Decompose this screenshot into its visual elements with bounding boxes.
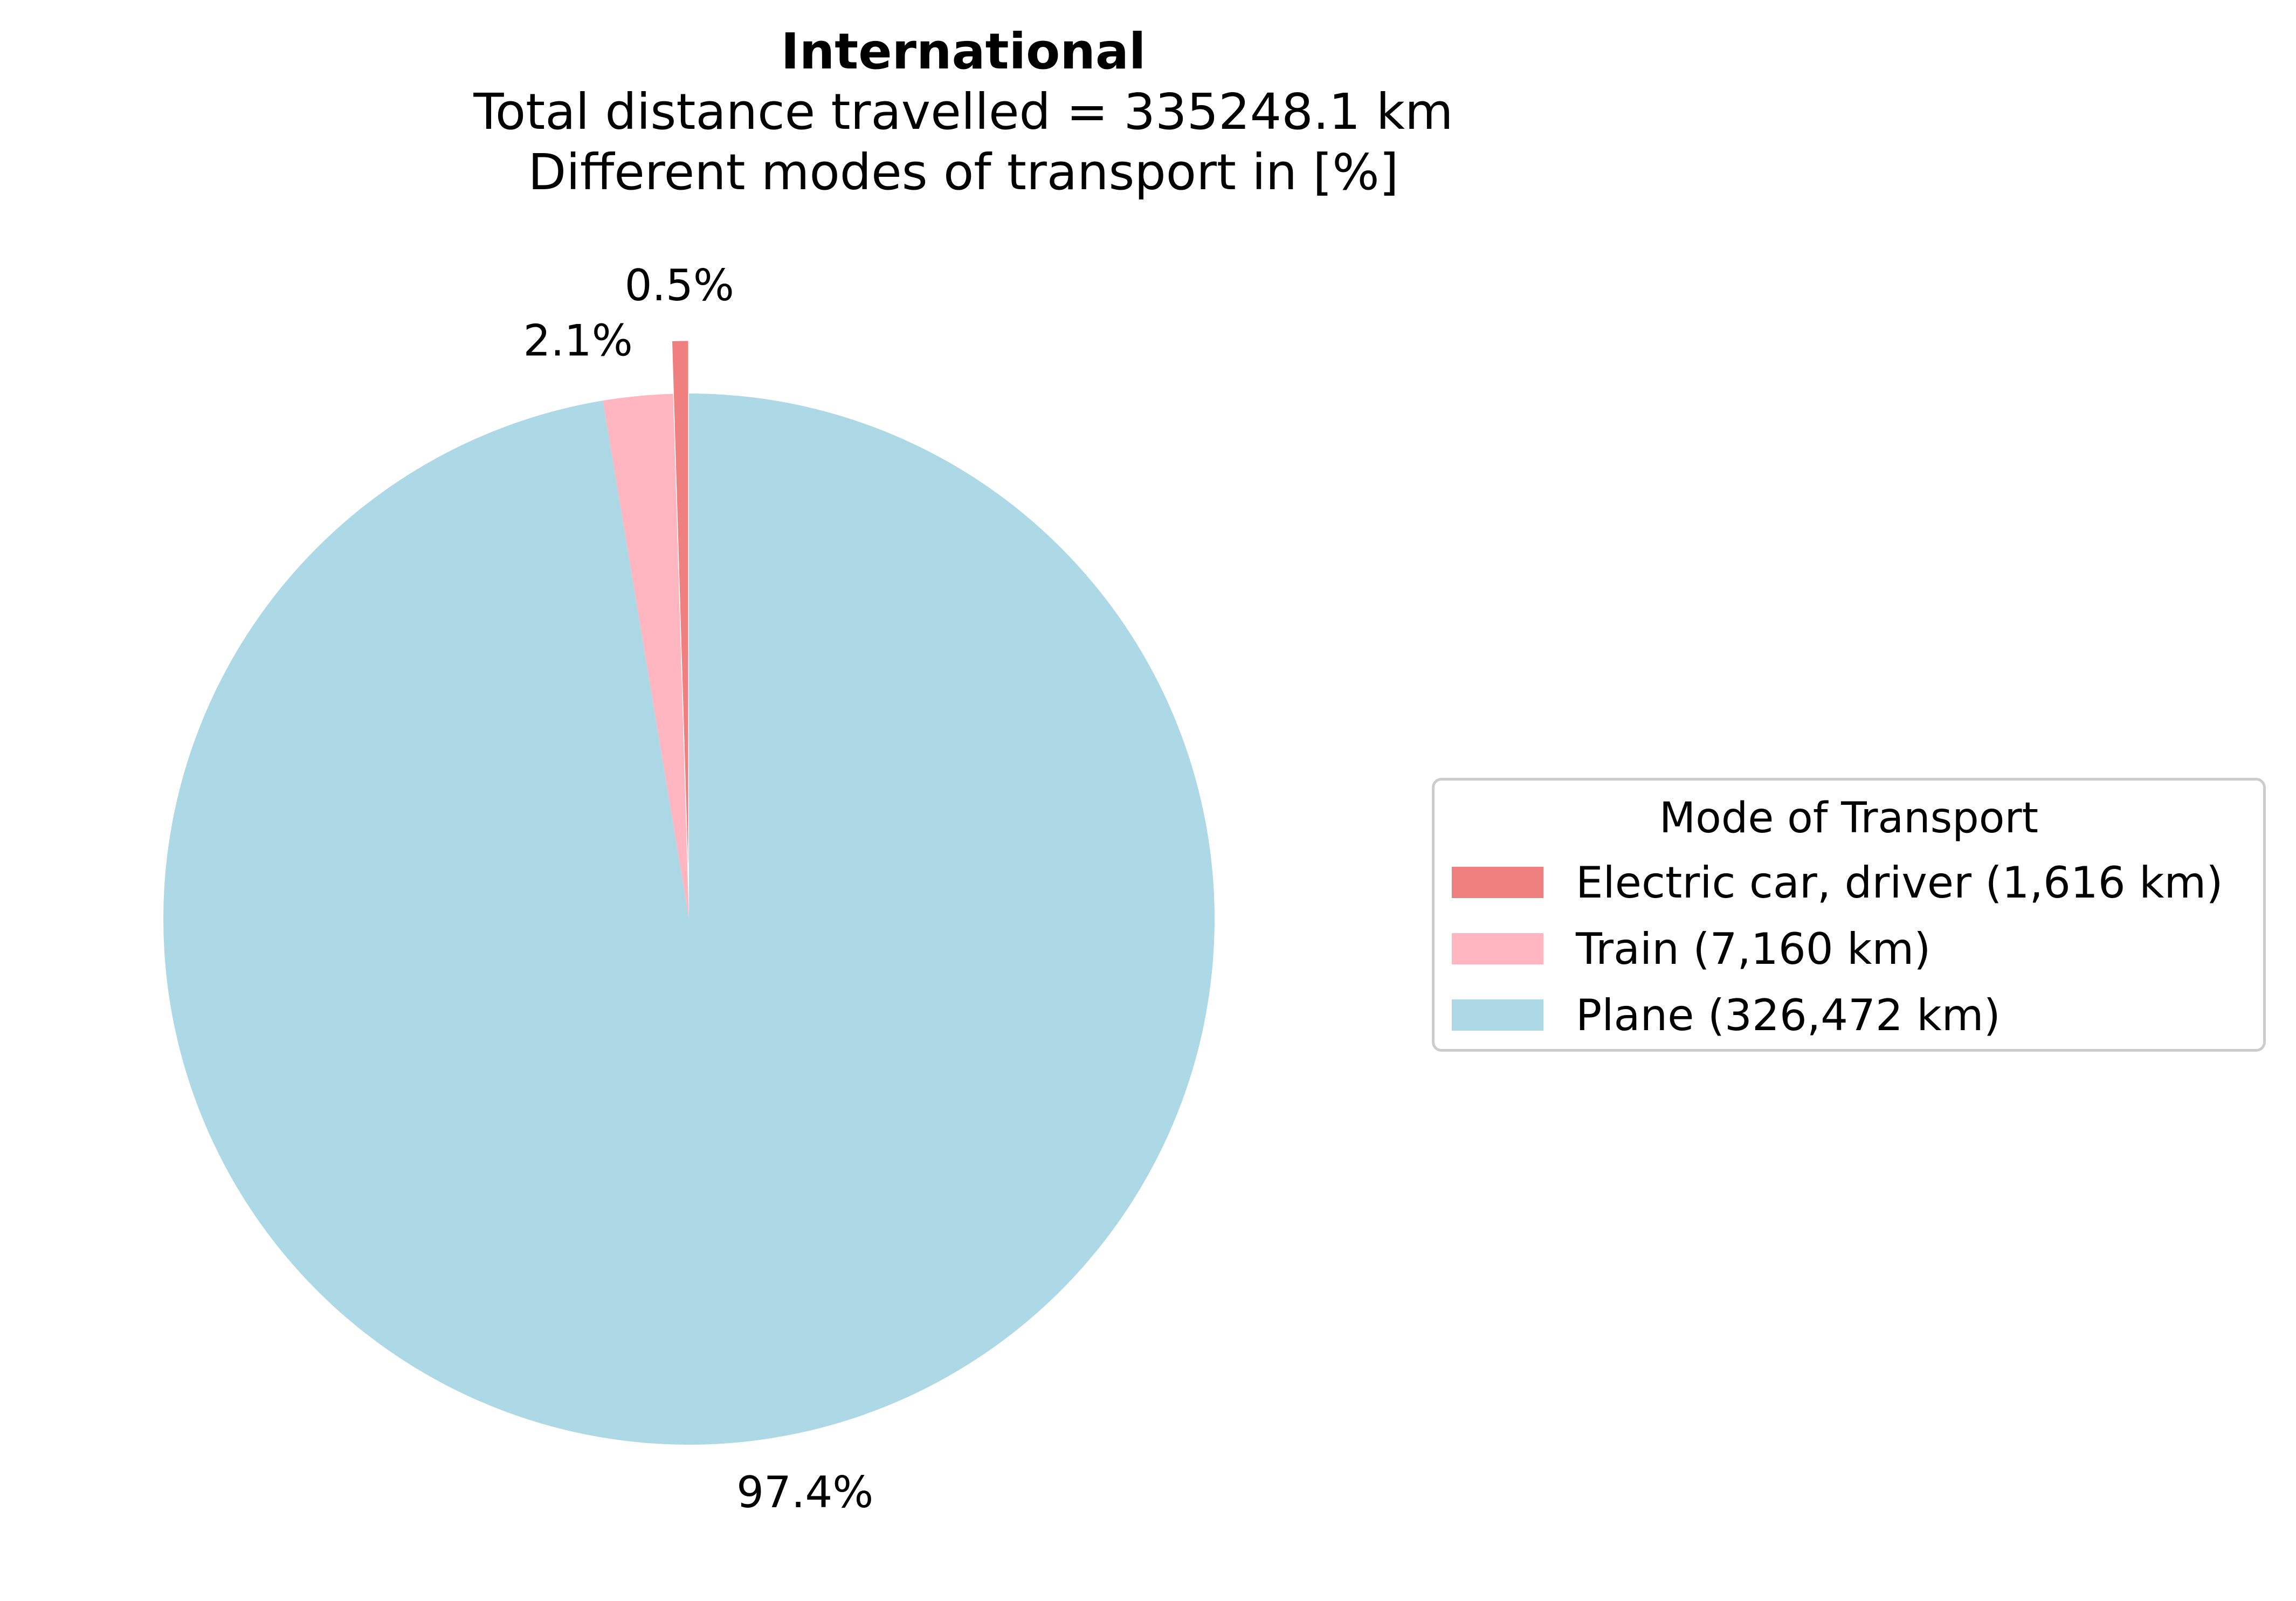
percent-label-train: 2.1%: [523, 316, 632, 366]
pie-slice-train: [603, 394, 689, 919]
chart-subtitle-line-2: Different modes of transport in [%]: [528, 143, 1399, 201]
percent-label-electric-car-driver: 0.5%: [625, 260, 734, 310]
legend-item-electric-car: Electric car, driver (1,616 km): [1435, 856, 2263, 922]
legend-swatch-train: [1452, 933, 1543, 964]
legend: Mode of Transport Electric car, driver (…: [1432, 778, 2266, 1052]
legend-swatch-electric-car: [1452, 867, 1543, 898]
chart-subtitle-line-1: Total distance travelled = 335248.1 km: [473, 83, 1453, 141]
chart-title: International: [781, 23, 1146, 80]
legend-swatch-plane: [1452, 999, 1543, 1031]
legend-label-electric-car: Electric car, driver (1,616 km): [1576, 858, 2223, 908]
chart-title-block: International Total distance travelled =…: [0, 22, 1927, 203]
pie-slice-electric-car-driver: [672, 341, 688, 867]
legend-label-plane: Plane (326,472 km): [1576, 990, 2001, 1040]
pie-slice-plane: [163, 393, 1215, 1445]
legend-item-plane: Plane (326,472 km): [1435, 989, 2263, 1055]
pie-slices: [163, 341, 1215, 1445]
percent-label-plane: 97.4%: [736, 1467, 873, 1517]
legend-title: Mode of Transport: [1659, 794, 2039, 843]
legend-label-train: Train (7,160 km): [1576, 924, 1931, 974]
pie-percent-labels: 0.5% 2.1% 97.4%: [523, 260, 873, 1517]
legend-item-train: Train (7,160 km): [1435, 922, 2263, 989]
legend-items: Electric car, driver (1,616 km) Train (7…: [1435, 856, 2263, 1055]
